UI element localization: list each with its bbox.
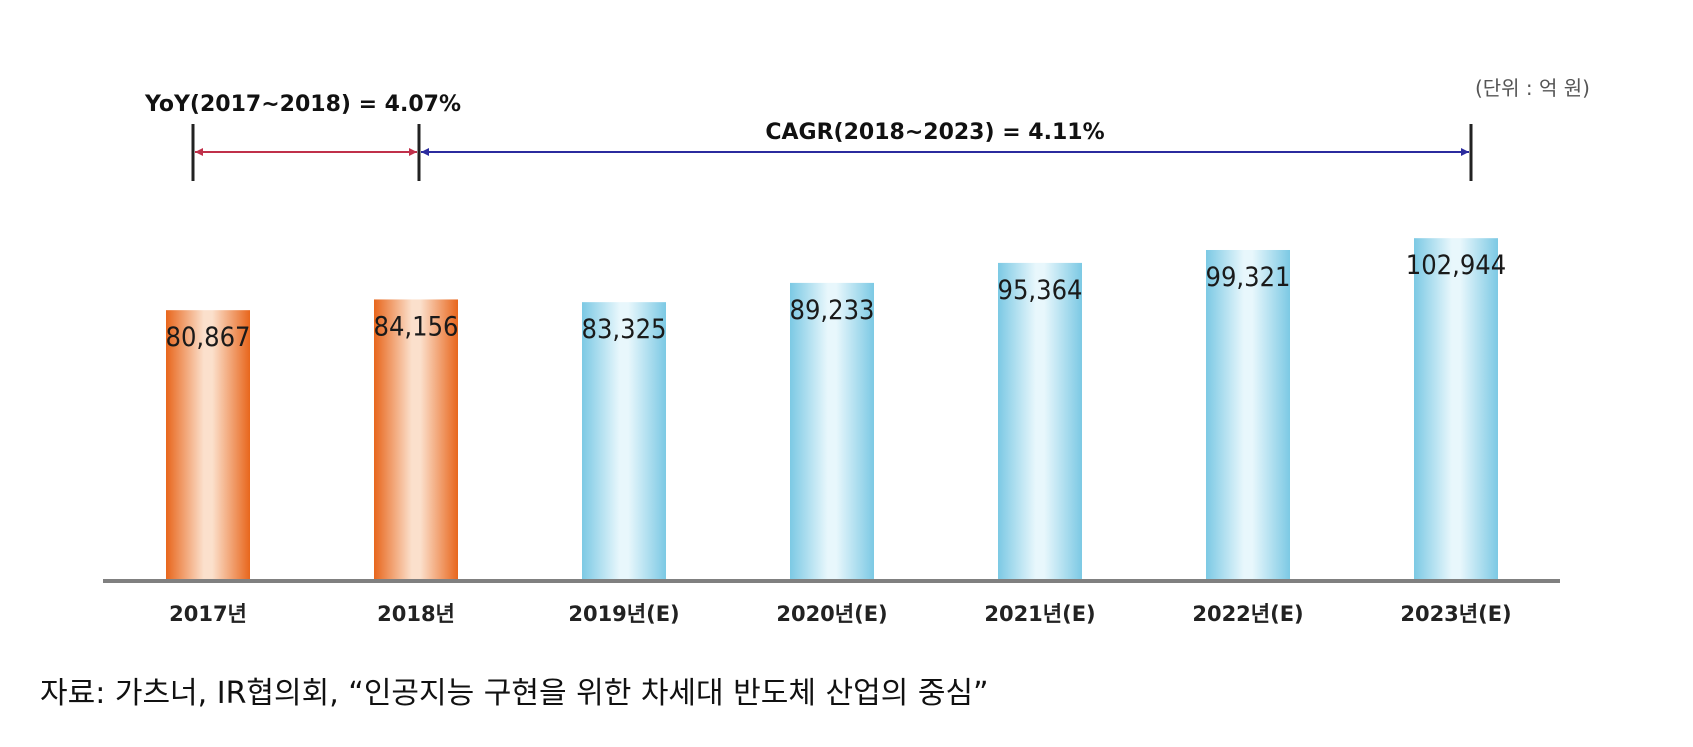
- bar-1: [374, 299, 458, 581]
- value-label-4: 95,364: [998, 275, 1083, 306]
- annotation-0-arrowhead-0: [195, 148, 203, 156]
- value-label-6: 102,944: [1406, 250, 1506, 281]
- value-label-2: 83,325: [582, 314, 667, 345]
- category-label-4: 2021년(E): [984, 602, 1095, 626]
- bar-3: [790, 282, 874, 581]
- value-label-3: 89,233: [790, 295, 875, 326]
- bar-2: [582, 302, 666, 581]
- bar-4: [998, 262, 1082, 581]
- bars: [166, 238, 1498, 581]
- category-label-5: 2022년(E): [1192, 602, 1303, 626]
- annotation-0-label: YoY(2017~2018) = 4.07%: [144, 92, 461, 117]
- value-labels: 80,867 84,156 83,325 89,233 95,364 99,321 102,…: [166, 250, 1507, 353]
- value-label-1: 84,156: [374, 311, 459, 342]
- value-label-5: 99,321: [1206, 262, 1291, 293]
- annotation-0-arrowhead-1: [409, 148, 417, 156]
- value-label-0: 80,867: [166, 322, 251, 353]
- category-label-1: 2018년: [377, 602, 455, 626]
- bar-0: [166, 310, 250, 581]
- category-label-0: 2017년: [169, 602, 247, 626]
- annotation-1-arrowhead-0: [421, 148, 429, 156]
- annotation-1-arrowhead-1: [1461, 148, 1469, 156]
- category-labels: 2017년 2018년 2019년(E) 2020년(E) 2021년(E) 2022년(…: [169, 602, 1512, 626]
- bar-5: [1206, 249, 1290, 581]
- category-label-3: 2020년(E): [776, 602, 887, 626]
- category-label-2: 2019년(E): [568, 602, 679, 626]
- bar-6: [1414, 238, 1498, 581]
- source-note: 자료: 가츠너, IR협의회, “인공지능 구현을 위한 차세대 반도체 산업의…: [40, 676, 989, 711]
- category-label-6: 2023년(E): [1400, 602, 1511, 626]
- annotations: YoY(2017~2018) = 4.07% CAGR(2018~2023) = …: [144, 92, 1473, 181]
- annotation-1-label: CAGR(2018~2023) = 4.11%: [765, 120, 1104, 145]
- unit-label: (단위 : 억 원): [1475, 76, 1590, 100]
